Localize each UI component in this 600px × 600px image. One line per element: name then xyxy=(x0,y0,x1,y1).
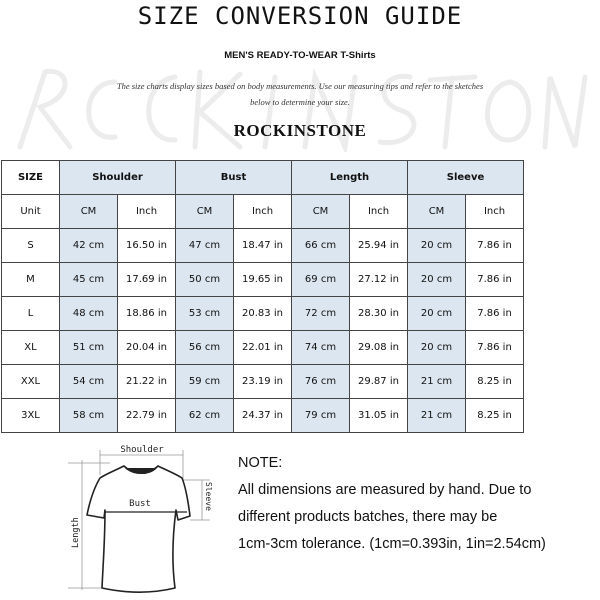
page-subtitle: MEN'S READY-TO-WEAR T-Shirts xyxy=(224,50,376,61)
group-header-bust: Bust xyxy=(175,160,292,195)
measurement-cell: 54 cm xyxy=(59,364,118,399)
measurement-cell: 51 cm xyxy=(59,330,118,365)
measurement-cell: 74 cm xyxy=(291,330,350,365)
size-cell: XL xyxy=(1,330,60,365)
measurement-cell: 20 cm xyxy=(407,228,466,263)
tshirt-icon xyxy=(86,465,191,593)
measurement-cell: 59 cm xyxy=(175,364,234,399)
measurement-cell: 7.86 in xyxy=(465,296,524,331)
measurement-cell: 22.79 in xyxy=(117,398,176,433)
shoulder-label: Shoulder xyxy=(120,445,164,455)
note-heading: NOTE: xyxy=(238,455,283,471)
table-row: S 42 cm 16.50 in 47 cm 18.47 in 66 cm 25.94 in… xyxy=(1,228,524,263)
note-line: different products batches, there may be xyxy=(238,509,498,525)
table-row: L 48 cm 18.86 in 53 cm 20.83 in 72 cm 28.30 in… xyxy=(1,296,524,331)
measurement-cell: 24.37 in xyxy=(233,398,292,433)
measurement-cell: 72 cm xyxy=(291,296,350,331)
unit-cell: Inch xyxy=(465,194,524,229)
measurement-cell: 48 cm xyxy=(59,296,118,331)
measurement-cell: 20 cm xyxy=(407,262,466,297)
measurement-cell: 19.65 in xyxy=(233,262,292,297)
brand-name: ROCKINSTONE xyxy=(233,121,367,140)
watermark xyxy=(17,67,588,152)
measurement-cell: 21 cm xyxy=(407,398,466,433)
length-label: Length xyxy=(71,517,81,548)
note-line: All dimensions are measured by hand. Due… xyxy=(238,482,532,498)
measurement-cell: 58 cm xyxy=(59,398,118,433)
table-row: XL 51 cm 20.04 in 56 cm 22.01 in 74 cm 29.08 i… xyxy=(1,330,524,365)
size-cell: 3XL xyxy=(1,398,60,433)
unit-row: Unit CM Inch CM Inch CM Inch CM Inch xyxy=(1,194,524,229)
measurement-cell: 25.94 in xyxy=(349,228,408,263)
measurement-cell: 50 cm xyxy=(175,262,234,297)
unit-cell: Inch xyxy=(349,194,408,229)
measurement-cell: 31.05 in xyxy=(349,398,408,433)
table-header-row: SIZE Shoulder Bust Length Sleeve xyxy=(1,160,524,195)
unit-cell: Inch xyxy=(233,194,292,229)
tshirt-diagram: Shoulder Bust Sleeve Length xyxy=(68,445,213,593)
sleeve-label: Sleeve xyxy=(204,482,213,511)
measurement-cell: 28.30 in xyxy=(349,296,408,331)
unit-label: Unit xyxy=(1,194,60,229)
measurement-cell: 18.86 in xyxy=(117,296,176,331)
table-row: XXL 54 cm 21.22 in 59 cm 23.19 in 76 cm 29.87 … xyxy=(1,364,524,399)
group-header-sleeve: Sleeve xyxy=(407,160,524,195)
unit-cell: CM xyxy=(175,194,234,229)
note-line: 1cm-3cm tolerance. (1cm=0.393in, 1in=2.5… xyxy=(238,536,546,552)
measurement-cell: 53 cm xyxy=(175,296,234,331)
size-table: SIZE Shoulder Bust Length Sleeve Unit CM… xyxy=(1,160,524,433)
measurement-cell: 27.12 in xyxy=(349,262,408,297)
size-cell: S xyxy=(1,228,60,263)
measurement-cell: 29.08 in xyxy=(349,330,408,365)
measurement-cell: 62 cm xyxy=(175,398,234,433)
description: The size charts display sizes based on b… xyxy=(0,78,600,110)
measurement-cell: 76 cm xyxy=(291,364,350,399)
measurement-cell: 66 cm xyxy=(291,228,350,263)
measurement-cell: 7.86 in xyxy=(465,330,524,365)
measurement-cell: 23.19 in xyxy=(233,364,292,399)
bust-label: Bust xyxy=(129,499,151,509)
measurement-cell: 18.47 in xyxy=(233,228,292,263)
unit-cell: CM xyxy=(291,194,350,229)
measurement-cell: 29.87 in xyxy=(349,364,408,399)
measurement-cell: 21 cm xyxy=(407,364,466,399)
measurement-cell: 7.86 in xyxy=(465,228,524,263)
measurement-cell: 79 cm xyxy=(291,398,350,433)
unit-cell: Inch xyxy=(117,194,176,229)
measurement-cell: 20 cm xyxy=(407,296,466,331)
table-row: 3XL 58 cm 22.79 in 62 cm 24.37 in 79 cm 31.05 … xyxy=(1,398,524,433)
group-header-length: Length xyxy=(291,160,408,195)
description-line: below to determine your size. xyxy=(250,97,350,107)
page-title: SIZE CONVERSION GUIDE xyxy=(137,2,463,30)
group-header-shoulder: Shoulder xyxy=(59,160,176,195)
measurement-cell: 8.25 in xyxy=(465,398,524,433)
measurement-cell: 69 cm xyxy=(291,262,350,297)
table-row: M 45 cm 17.69 in 50 cm 19.65 in 69 cm 27.12 in… xyxy=(1,262,524,297)
measurement-cell: 47 cm xyxy=(175,228,234,263)
unit-cell: CM xyxy=(59,194,118,229)
measurement-cell: 8.25 in xyxy=(465,364,524,399)
description-line: The size charts display sizes based on b… xyxy=(116,81,484,91)
size-header: SIZE xyxy=(1,160,60,195)
measurement-cell: 56 cm xyxy=(175,330,234,365)
measurement-cell: 20 cm xyxy=(407,330,466,365)
measurement-cell: 45 cm xyxy=(59,262,118,297)
unit-cell: CM xyxy=(407,194,466,229)
measurement-cell: 42 cm xyxy=(59,228,118,263)
measurement-cell: 22.01 in xyxy=(233,330,292,365)
size-cell: L xyxy=(1,296,60,331)
size-cell: M xyxy=(1,262,60,297)
note-block: NOTE: All dimensions are measured by han… xyxy=(238,450,593,558)
size-cell: XXL xyxy=(1,364,60,399)
measurement-cell: 17.69 in xyxy=(117,262,176,297)
measurement-cell: 16.50 in xyxy=(117,228,176,263)
measurement-cell: 21.22 in xyxy=(117,364,176,399)
measurement-cell: 20.04 in xyxy=(117,330,176,365)
measurement-cell: 7.86 in xyxy=(465,262,524,297)
measurement-cell: 20.83 in xyxy=(233,296,292,331)
